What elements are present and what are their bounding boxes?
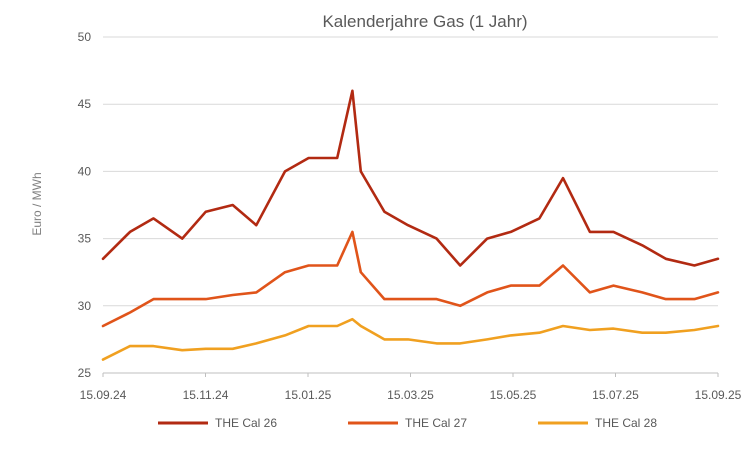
x-tick-label: 15.03.25 [387, 388, 434, 402]
legend: THE Cal 26 THE Cal 27 THE Cal 28 [158, 416, 657, 430]
series-line-2 [101, 230, 720, 328]
y-tick-label: 35 [78, 232, 92, 246]
x-tick-label: 15.11.24 [183, 388, 229, 402]
x-tick-label: 15.09.24 [80, 388, 127, 402]
series-lines [101, 89, 720, 361]
x-tick-label: 15.05.25 [490, 388, 537, 402]
y-tick-label: 40 [78, 164, 92, 178]
y-tick-label: 25 [78, 366, 92, 380]
chart-title: Kalenderjahre Gas (1 Jahr) [322, 12, 527, 31]
x-tick-label: 15.09.25 [695, 388, 742, 402]
y-axis-label: Euro / MWh [30, 172, 44, 235]
y-tick-label: 30 [78, 299, 92, 313]
legend-label: THE Cal 26 [215, 416, 277, 430]
legend-label: THE Cal 28 [595, 416, 657, 430]
y-axis-ticks: 25 30 35 40 45 50 [78, 30, 92, 380]
y-tick-label: 50 [78, 30, 92, 44]
x-axis: 15.09.24 15.11.24 15.01.25 15.03.25 15.05.25… [80, 372, 742, 402]
gridlines [103, 36, 718, 307]
x-tick-label: 15.01.25 [285, 388, 332, 402]
y-tick-label: 45 [78, 97, 92, 111]
series-line-1 [101, 89, 720, 267]
x-tick-label: 15.07.25 [592, 388, 639, 402]
series-line-3 [101, 317, 720, 361]
legend-label: THE Cal 27 [405, 416, 467, 430]
